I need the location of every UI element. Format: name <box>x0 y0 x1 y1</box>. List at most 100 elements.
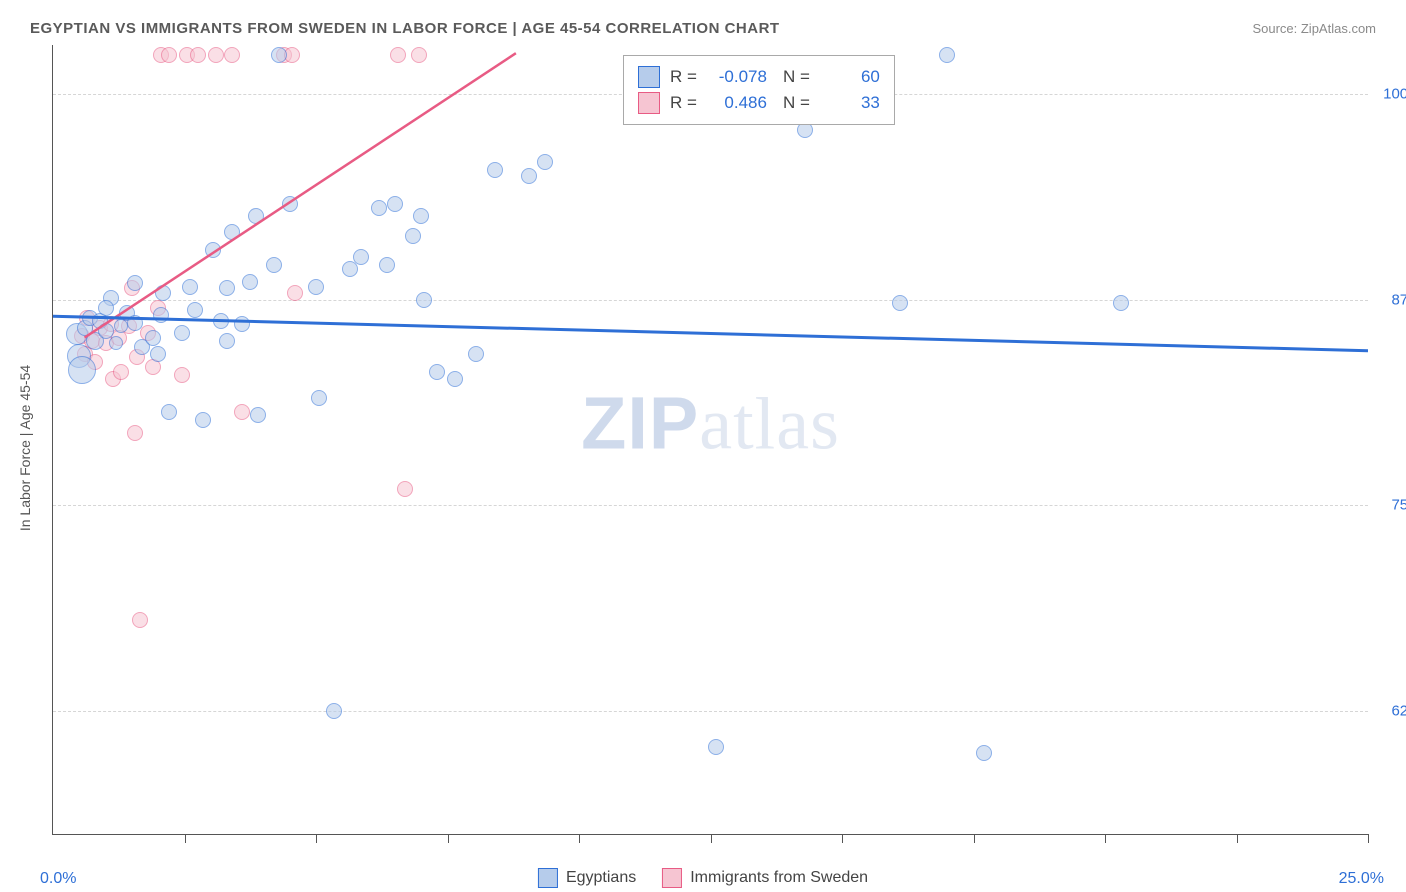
scatter-point-blue <box>161 404 177 420</box>
r-value: -0.078 <box>707 67 767 87</box>
x-tick <box>1237 834 1238 843</box>
scatter-point-blue <box>487 162 503 178</box>
scatter-point-pink <box>390 47 406 63</box>
scatter-point-blue <box>939 47 955 63</box>
scatter-point-blue <box>109 336 123 350</box>
x-tick <box>316 834 317 843</box>
scatter-point-blue <box>145 330 161 346</box>
x-tick <box>842 834 843 843</box>
scatter-point-blue <box>326 703 342 719</box>
scatter-point-blue <box>182 279 198 295</box>
r-label: R = <box>670 93 697 113</box>
n-label: N = <box>783 93 810 113</box>
x-tick <box>1105 834 1106 843</box>
scatter-point-pink <box>411 47 427 63</box>
scatter-point-blue <box>976 745 992 761</box>
scatter-point-blue <box>1113 295 1129 311</box>
scatter-point-pink <box>224 47 240 63</box>
scatter-point-blue <box>387 196 403 212</box>
scatter-point-blue <box>416 292 432 308</box>
scatter-point-blue <box>219 333 235 349</box>
x-axis-origin-label: 0.0% <box>40 870 76 888</box>
scatter-point-blue <box>353 249 369 265</box>
scatter-point-blue <box>219 280 235 296</box>
scatter-point-blue <box>234 316 250 332</box>
x-tick <box>1368 834 1369 843</box>
scatter-point-blue <box>224 224 240 240</box>
scatter-point-blue <box>242 274 258 290</box>
scatter-point-blue <box>308 279 324 295</box>
y-tick-label: 100.0% <box>1383 86 1406 103</box>
legend-item: Immigrants from Sweden <box>662 868 868 888</box>
scatter-point-blue <box>127 275 143 291</box>
bottom-legend: Egyptians Immigrants from Sweden <box>538 868 868 888</box>
scatter-point-pink <box>397 481 413 497</box>
source-label: Source: ZipAtlas.com <box>1252 21 1376 36</box>
x-axis-end-label: 25.0% <box>1339 870 1384 888</box>
scatter-point-blue <box>429 364 445 380</box>
scatter-point-blue <box>213 313 229 329</box>
chart-title: EGYPTIAN VS IMMIGRANTS FROM SWEDEN IN LA… <box>30 20 780 37</box>
x-tick <box>185 834 186 843</box>
scatter-point-blue <box>447 371 463 387</box>
scatter-point-pink <box>161 47 177 63</box>
scatter-point-blue <box>98 300 114 316</box>
legend-swatch <box>638 92 660 114</box>
legend-label: Immigrants from Sweden <box>690 869 868 887</box>
scatter-point-blue <box>371 200 387 216</box>
x-tick <box>448 834 449 843</box>
scatter-point-pink <box>132 612 148 628</box>
scatter-point-blue <box>537 154 553 170</box>
y-axis-label: In Labor Force | Age 45-54 <box>17 364 33 530</box>
r-value: 0.486 <box>707 93 767 113</box>
scatter-point-blue <box>468 346 484 362</box>
scatter-point-blue <box>708 739 724 755</box>
n-label: N = <box>783 67 810 87</box>
legend-swatch <box>638 66 660 88</box>
y-tick-label: 87.5% <box>1391 291 1406 308</box>
scatter-point-blue <box>205 242 221 258</box>
scatter-point-blue <box>892 295 908 311</box>
scatter-point-pink <box>113 364 129 380</box>
scatter-point-blue <box>250 407 266 423</box>
x-tick <box>974 834 975 843</box>
r-label: R = <box>670 67 697 87</box>
scatter-point-blue <box>68 356 96 384</box>
scatter-point-pink <box>190 47 206 63</box>
y-tick-label: 75.0% <box>1391 497 1406 514</box>
x-tick <box>711 834 712 843</box>
n-value: 33 <box>820 93 880 113</box>
scatter-point-blue <box>521 168 537 184</box>
scatter-point-blue <box>150 346 166 362</box>
gridline <box>53 505 1368 506</box>
stats-row: R = -0.078 N = 60 <box>638 64 880 90</box>
y-tick-label: 62.5% <box>1391 702 1406 719</box>
scatter-point-blue <box>248 208 264 224</box>
scatter-point-blue <box>195 412 211 428</box>
gridline <box>53 300 1368 301</box>
n-value: 60 <box>820 67 880 87</box>
scatter-point-blue <box>271 47 287 63</box>
stats-row: R = 0.486 N = 33 <box>638 90 880 116</box>
x-tick <box>579 834 580 843</box>
legend-swatch <box>538 868 558 888</box>
scatter-point-blue <box>127 315 143 331</box>
scatter-point-blue <box>405 228 421 244</box>
legend-swatch <box>662 868 682 888</box>
scatter-point-blue <box>413 208 429 224</box>
chart-area: In Labor Force | Age 45-54 ZIPatlas 62.5… <box>52 45 1368 835</box>
scatter-point-pink <box>208 47 224 63</box>
scatter-point-blue <box>282 196 298 212</box>
scatter-point-pink <box>287 285 303 301</box>
scatter-point-blue <box>155 285 171 301</box>
scatter-point-pink <box>127 425 143 441</box>
legend-item: Egyptians <box>538 868 636 888</box>
scatter-point-blue <box>174 325 190 341</box>
scatter-point-blue <box>187 302 203 318</box>
stats-box: R = -0.078 N = 60 R = 0.486 N = 33 <box>623 55 895 125</box>
gridline <box>53 711 1368 712</box>
legend-label: Egyptians <box>566 869 636 887</box>
scatter-point-blue <box>266 257 282 273</box>
scatter-point-pink <box>174 367 190 383</box>
scatter-point-blue <box>379 257 395 273</box>
